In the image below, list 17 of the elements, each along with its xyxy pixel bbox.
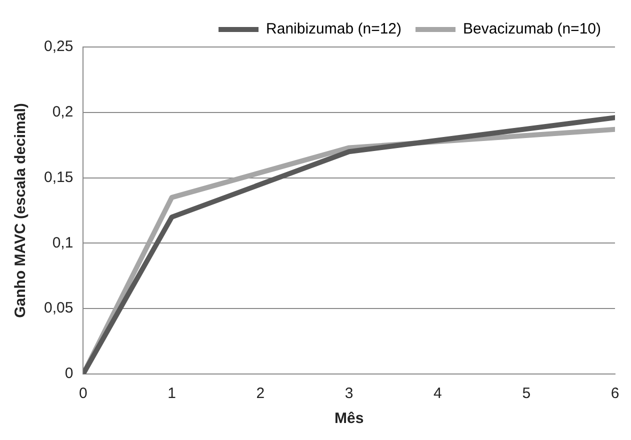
y-tick-label: 0,1: [52, 234, 74, 252]
x-axis-title: Mês: [334, 410, 364, 428]
x-tick-label: 1: [168, 385, 176, 402]
x-tick-label: 3: [344, 385, 354, 402]
legend-label: Bevacizumab (n=10): [463, 20, 602, 38]
x-tick-label: 4: [434, 385, 442, 402]
x-tick-label: 5: [522, 385, 531, 402]
y-tick-label: 0,05: [44, 300, 74, 317]
y-tick-label: 0,2: [52, 104, 74, 121]
x-tick-label: 2: [256, 385, 265, 402]
legend-label: Ranibizumab (n=12): [266, 20, 402, 38]
x-tick-label: 0: [79, 385, 88, 402]
y-axis-title: Ganho MAVC (escala decimal): [12, 103, 30, 318]
y-tick-label: 0,25: [44, 38, 74, 56]
x-tick-label: 6: [610, 385, 620, 402]
y-tick-label: 0,15: [44, 168, 74, 186]
y-tick-label: 0: [64, 365, 74, 382]
